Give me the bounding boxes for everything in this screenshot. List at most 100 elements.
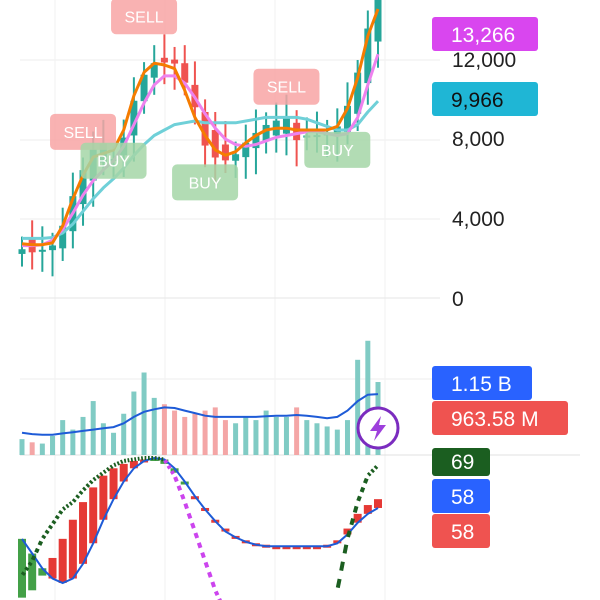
oscillator-histogram-bar (119, 463, 128, 482)
volume-bar (182, 416, 188, 455)
volume-bar (314, 423, 320, 455)
oscillator-signal-up-dash (61, 506, 67, 511)
volume-bar (222, 420, 228, 455)
oscillator-signal-up-dash (95, 474, 100, 479)
volume-bar (172, 410, 178, 455)
oscillator-signal-down-dash (170, 470, 176, 475)
volume-bar (70, 429, 76, 455)
oscillator-pane[interactable] (18, 456, 382, 600)
oscillator-histogram-bar (221, 528, 230, 532)
volume-bar (304, 420, 310, 455)
oscillator-histogram-bar (38, 568, 47, 576)
price-last-value-labels: 13,266 9,966 (432, 17, 538, 116)
volume-bar (243, 416, 249, 455)
volume-bar (263, 410, 269, 455)
volume-bar (151, 397, 157, 455)
price-candle (343, 105, 351, 132)
price-candle (140, 74, 148, 102)
sell-signal-box (253, 68, 320, 105)
oscillator-histogram-bar (89, 487, 98, 544)
oscillator-histogram-bar (353, 513, 362, 523)
trade-signals: SELL BUY SELL BUY SELL BUY (50, 0, 371, 201)
osc-hist-last-value: 58 (451, 521, 474, 544)
buy-signal-label: BUY (97, 154, 130, 171)
ma-slow-last-value-badge (432, 82, 538, 116)
osc-line-last-value-badge (432, 479, 490, 513)
oscillator-signal-up-dash (44, 529, 50, 535)
oscillator-signal-up-dash (71, 498, 77, 503)
volume-ma-line (21, 393, 379, 436)
oscillator-signal-down-dash (203, 561, 210, 569)
volume-bar (192, 413, 198, 455)
price-candle (211, 130, 219, 158)
volume-bar (131, 391, 137, 455)
oscillator-histogram-bar (150, 458, 159, 461)
buy-signal-label: BUY (189, 175, 222, 192)
oscillator-signal-up-dash (30, 555, 37, 561)
oscillator-signal-up-dash (346, 530, 352, 538)
oscillator-signal-up-dash (363, 477, 369, 484)
oscillator-signal-up-dash (58, 509, 64, 515)
oscillator-histogram-bar (363, 505, 372, 514)
price-tick-label: 8,000 (452, 128, 505, 151)
ma-slow-last-value: 9,966 (451, 89, 504, 112)
buy-signal-box (304, 131, 371, 168)
oscillator-signal-up-dash (47, 524, 54, 530)
oscillator-signal-up-dash (34, 547, 40, 554)
sell-signal-label: SELL (124, 9, 163, 26)
price-axis: 12,000 8,000 4,000 0 (452, 49, 516, 311)
oscillator-histogram-bar (374, 499, 382, 508)
price-candle (282, 118, 290, 134)
price-candle (221, 144, 229, 161)
sell-signal-box (50, 113, 117, 150)
oscillator-histogram-bar (129, 460, 138, 469)
oscillator-signal-down-dash (180, 493, 186, 500)
oscillator-signal-down-dash (163, 459, 169, 465)
oscillator-signal-up-dash (113, 462, 117, 467)
oscillator-signal-up-dash (373, 465, 379, 470)
ma-slow-line (22, 100, 380, 240)
volume-bar (294, 407, 300, 455)
ma-fast-line (21, 8, 380, 247)
oscillator-signal-dashes (20, 456, 379, 600)
price-pane[interactable]: SELL BUY SELL BUY SELL BUY (18, 0, 382, 277)
price-candle (354, 72, 362, 114)
price-candle (374, 0, 382, 42)
oscillator-histogram-bar (333, 540, 342, 544)
oscillator-signal-down-dash (213, 590, 220, 597)
oscillator-signal-up-dash (88, 479, 94, 485)
oscillator-signal-up-dash (119, 459, 124, 465)
oscillator-signal-down-dash (196, 542, 203, 549)
oscillator-signal-down-dash (210, 581, 216, 588)
oscillator-line (21, 456, 379, 585)
volume-last-value: 1.15 B (451, 373, 512, 396)
price-candle (171, 59, 179, 64)
oscillator-signal-up-dash (24, 566, 30, 572)
oscillator-histogram-bar (18, 538, 26, 598)
oscillator-histogram-bar (68, 519, 77, 579)
oscillator-signal-up-dash (342, 544, 349, 554)
price-candle (38, 249, 46, 252)
price-candle (150, 63, 158, 78)
osc-line-last-value: 58 (451, 486, 474, 509)
lightning-bolt-icon (370, 416, 386, 441)
oscillator-signal-up-dash (356, 495, 362, 502)
buy-signal-box (172, 164, 239, 201)
oscillator-signal-down-dash (193, 532, 200, 539)
price-candle (130, 100, 138, 136)
volume-ma-last-value-badge (432, 401, 568, 435)
oscillator-signal-up-dash (37, 540, 44, 546)
ma-mid-last-value: 13,266 (451, 24, 515, 47)
oscillator-histogram-bar (99, 475, 108, 520)
volume-bar (60, 420, 66, 455)
price-tick-label: 0 (452, 288, 464, 311)
price-candle (262, 124, 270, 141)
ma-mid-last-value-badge (432, 17, 538, 51)
oscillator-histogram (18, 458, 382, 598)
volume-bar (80, 416, 86, 455)
lightning-button[interactable] (356, 406, 400, 450)
volume-pane[interactable] (19, 340, 381, 455)
volume-bar (111, 432, 117, 455)
oscillator-signal-up-dash (102, 469, 107, 474)
volume-bar (273, 416, 279, 455)
